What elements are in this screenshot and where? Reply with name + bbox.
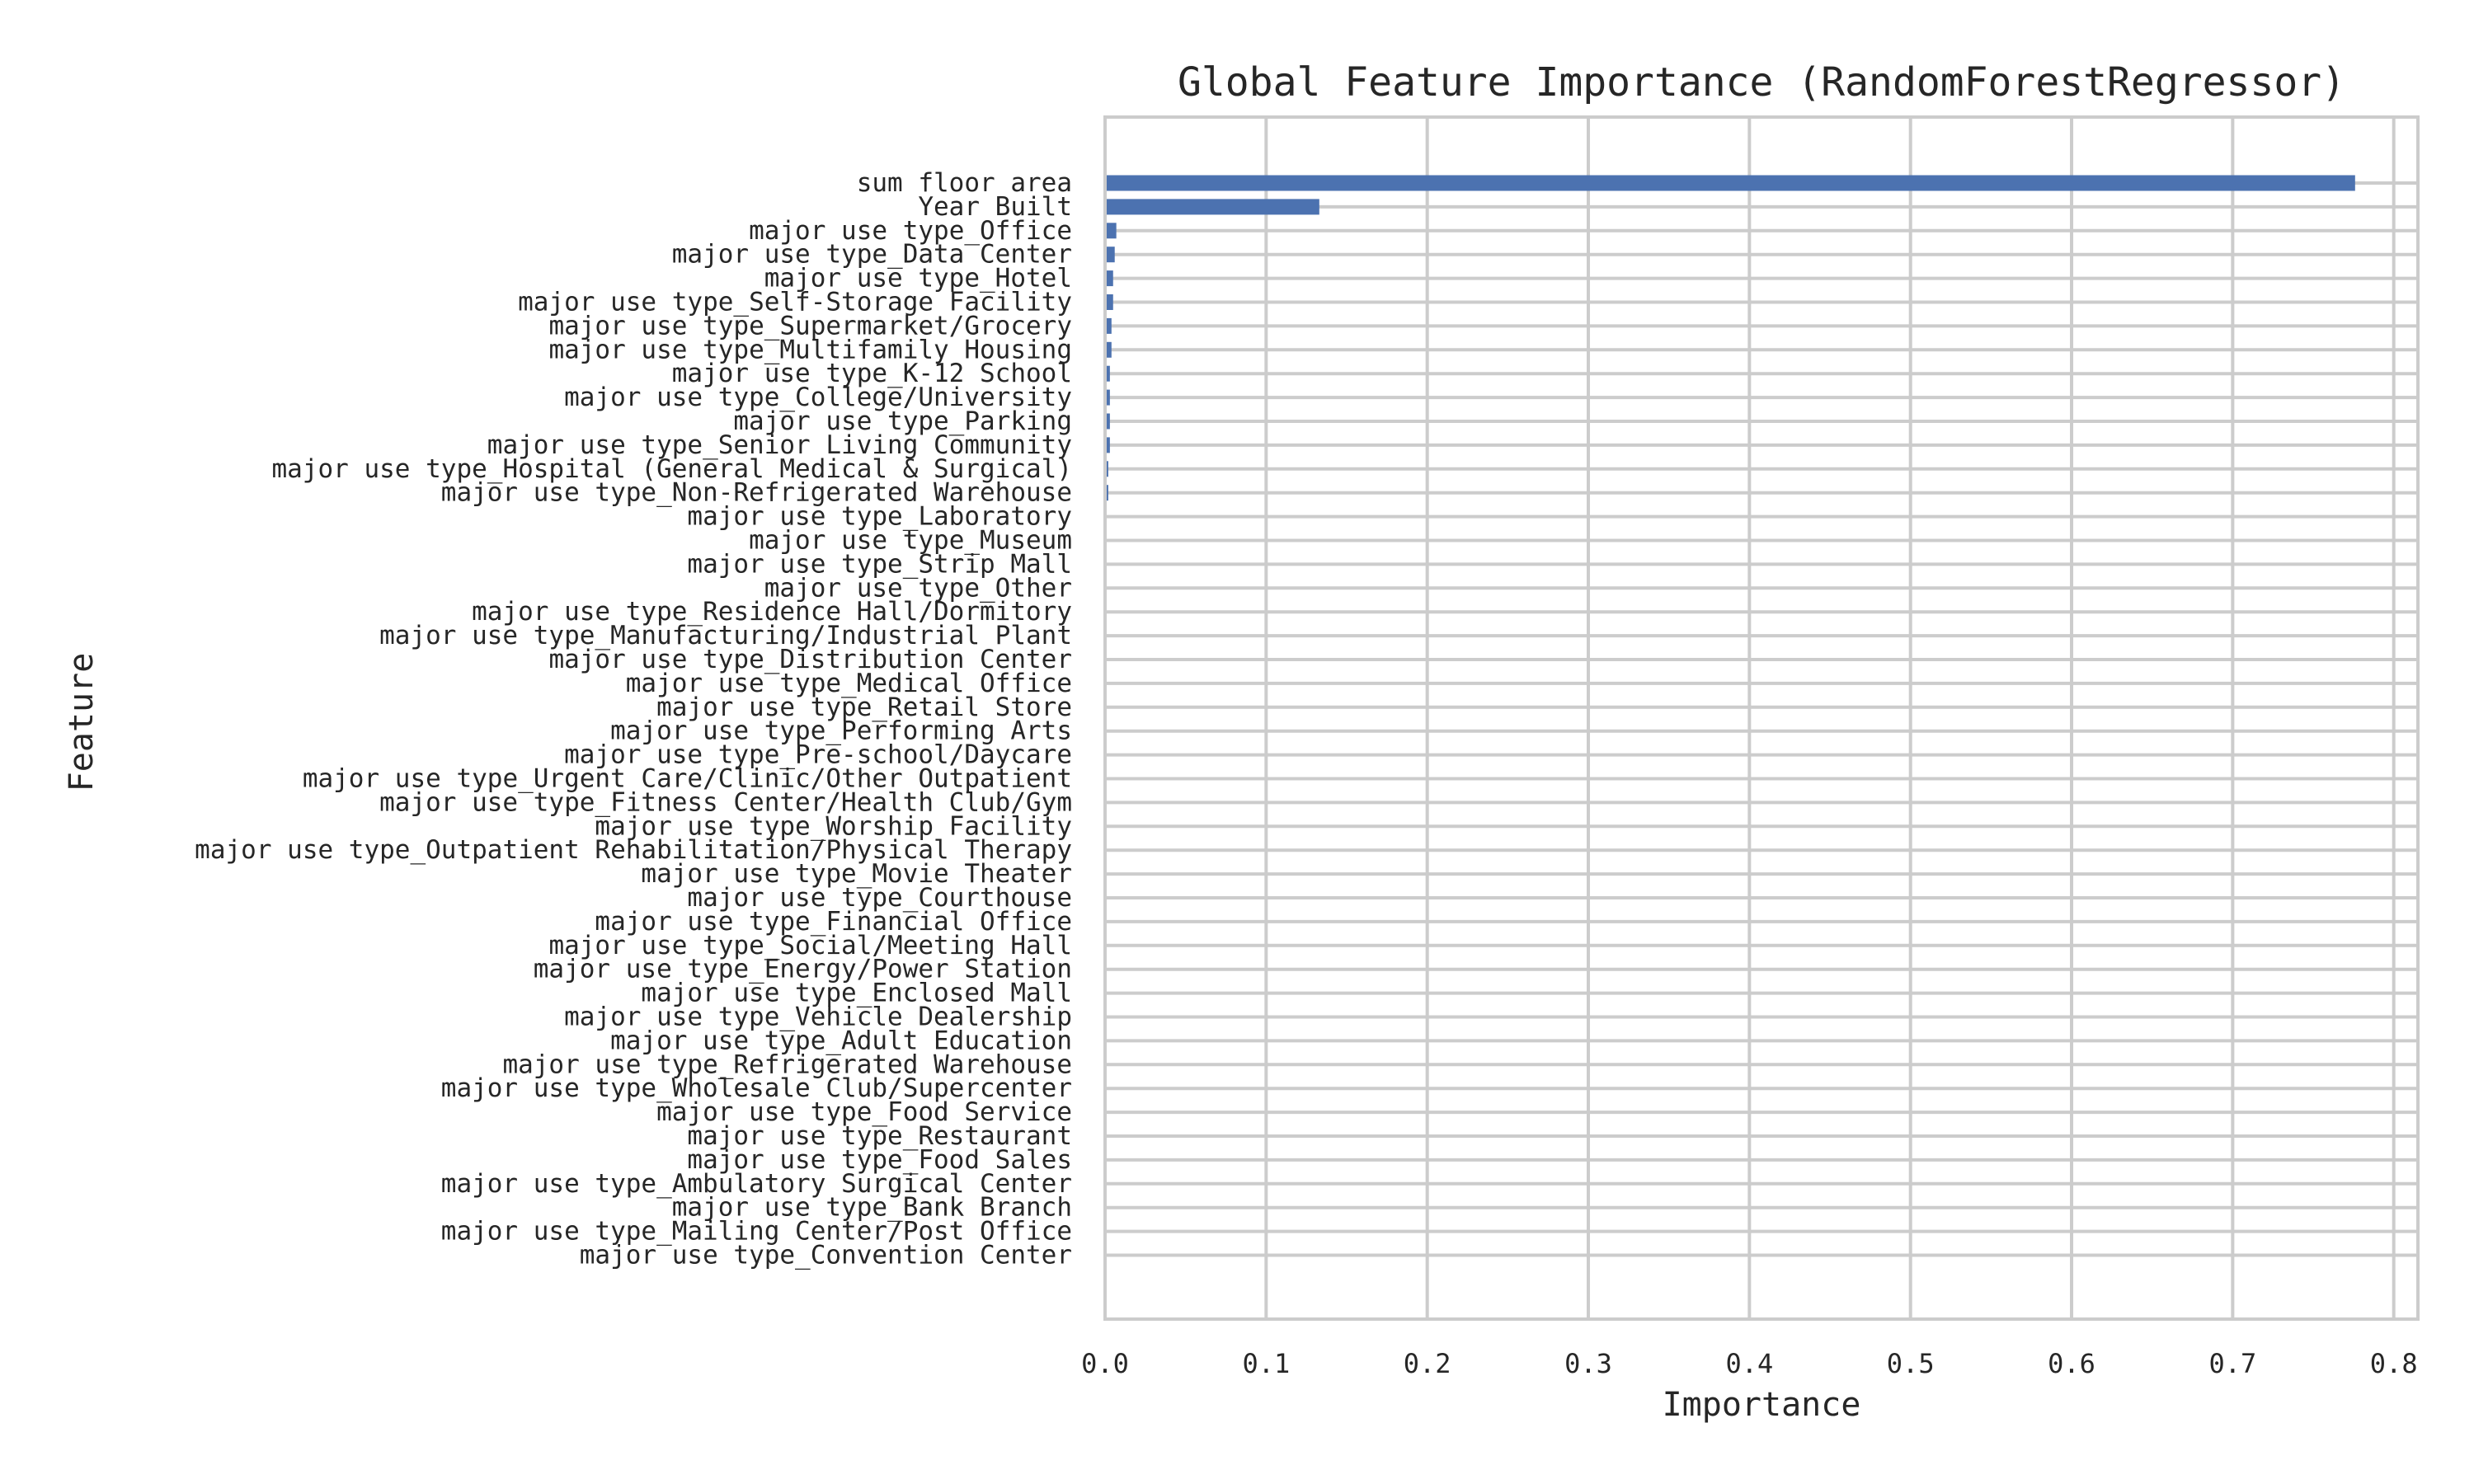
y-tick-label: major use type_Restaurant: [687, 1121, 1072, 1151]
y-axis-label: Feature: [63, 653, 101, 792]
y-tick-label: major use type_Office: [749, 216, 1072, 246]
y-tick-label: major use type_Urgent Care/Clinic/Other …: [303, 764, 1072, 794]
y-tick-label: major use type_Ambulatory Surgical Cente…: [441, 1169, 1072, 1199]
bar-9: [1105, 389, 1110, 406]
y-tick-label: major use type_Food Service: [656, 1097, 1072, 1127]
y-tick-label: major use type_Medical Office: [626, 669, 1072, 698]
y-tick-label: major use type_Social/Meeting Hall: [548, 931, 1072, 960]
y-tick-label: major use type_Pre-school/Daycare: [564, 740, 1072, 770]
y-tick-label: major use type_Financial Office: [595, 907, 1072, 937]
y-tick-label: major use type_Senior Living Community: [487, 430, 1072, 460]
chart-title: Global Feature Importance (RandomForestR…: [1178, 59, 2345, 106]
x-tick-labels: 0.0 0.1 0.2 0.3 0.4 0.5 0.6 0.7 0.8: [1081, 1348, 2417, 1379]
y-tick-label: major use type_Manufacturing/Industrial …: [379, 621, 1072, 650]
y-tick-label: major use type_College/University: [564, 383, 1072, 412]
y-tick-label: major use type_Hotel: [764, 264, 1072, 294]
bar-11: [1105, 437, 1110, 453]
bars: [1105, 175, 2355, 1263]
y-tick-label: major use type_Adult Education: [610, 1026, 1072, 1055]
y-tick-label: major use type_Movie Theater: [641, 859, 1072, 889]
bar-6: [1105, 317, 1112, 334]
x-tick-label: 0.5: [1887, 1348, 1935, 1379]
bar-10: [1105, 413, 1110, 430]
bar-1: [1105, 199, 1319, 215]
x-tick-label: 0.3: [1564, 1348, 1612, 1379]
y-tick-label: major use type_Outpatient Rehabilitation…: [195, 835, 1072, 865]
y-tick-label: major use type_Courthouse: [687, 883, 1072, 913]
x-tick-label: 0.8: [2370, 1348, 2418, 1379]
y-tick-label: major use type_Vehicle Dealership: [564, 1003, 1072, 1032]
x-tick-label: 0.6: [2048, 1348, 2095, 1379]
y-tick-label: major use type_Convention Center: [580, 1241, 1072, 1270]
grid-lines: [1103, 117, 2418, 1319]
y-tick-label: major use type_Non-Refrigerated Warehous…: [441, 478, 1072, 508]
y-tick-label: major use type_Retail Store: [656, 693, 1072, 722]
x-tick-label: 0.4: [1725, 1348, 1773, 1379]
y-tick-label: major use type_Strip Mall: [687, 549, 1072, 579]
y-tick-label: major use type_Supermarket/Grocery: [548, 311, 1072, 340]
y-tick-label: major use type_Performing Arts: [610, 716, 1072, 746]
plot-frame: [1103, 115, 2420, 1321]
y-tick-label: major use type_Hospital (General Medical…: [271, 454, 1072, 484]
y-tick-label: major use type_Food Sales: [687, 1145, 1072, 1175]
y-tick-label: major use type_Self-Storage Facility: [518, 288, 1072, 317]
bar-2: [1105, 223, 1117, 239]
bar-8: [1105, 365, 1110, 382]
y-tick-label: major use type_Refrigerated Warehouse: [502, 1050, 1072, 1079]
y-tick-label: major use type_Wholesale Club/Supercente…: [441, 1073, 1072, 1103]
bar-3: [1105, 247, 1115, 263]
y-tick-label: major use type_Data Center: [672, 240, 1072, 270]
y-tick-label: major use type_Worship Facility: [595, 811, 1072, 841]
bar-4: [1105, 270, 1113, 287]
y-tick-label: major use type_Laboratory: [687, 502, 1072, 532]
y-tick-label: major use type_K-12 School: [672, 359, 1072, 388]
y-tick-label: major use type_Residence Hall/Dormitory: [472, 597, 1072, 627]
x-tick-label: 0.7: [2208, 1348, 2256, 1379]
x-tick-label: 0.1: [1242, 1348, 1290, 1379]
y-tick-label: major use type_Museum: [749, 526, 1072, 556]
y-tick-label: major use type_Energy/Power Station: [534, 955, 1072, 984]
y-tick-label: major use type_Fitness Center/Health Clu…: [379, 787, 1072, 817]
y-tick-label: major use type_Mailing Center/Post Offic…: [441, 1217, 1072, 1247]
y-tick-label: major use type_Other: [764, 573, 1072, 603]
y-tick-label: major use type_Bank Branch: [672, 1193, 1072, 1223]
y-tick-label: major use type_Multifamily Housing: [548, 335, 1072, 364]
x-tick-label: 0.0: [1081, 1348, 1129, 1379]
bar-0: [1105, 175, 2355, 191]
y-tick-label: major use type_Enclosed Mall: [641, 979, 1072, 1008]
y-tick-label: sum floor area: [857, 168, 1072, 198]
y-tick-label: major use type_Distribution Center: [548, 645, 1072, 674]
y-tick-label: major use type_Parking: [733, 406, 1072, 436]
bar-5: [1105, 294, 1113, 310]
x-tick-label: 0.2: [1404, 1348, 1451, 1379]
bar-7: [1105, 341, 1112, 358]
y-tick-label: Year Built: [918, 192, 1072, 222]
x-axis-label: Importance: [1663, 1386, 1861, 1424]
